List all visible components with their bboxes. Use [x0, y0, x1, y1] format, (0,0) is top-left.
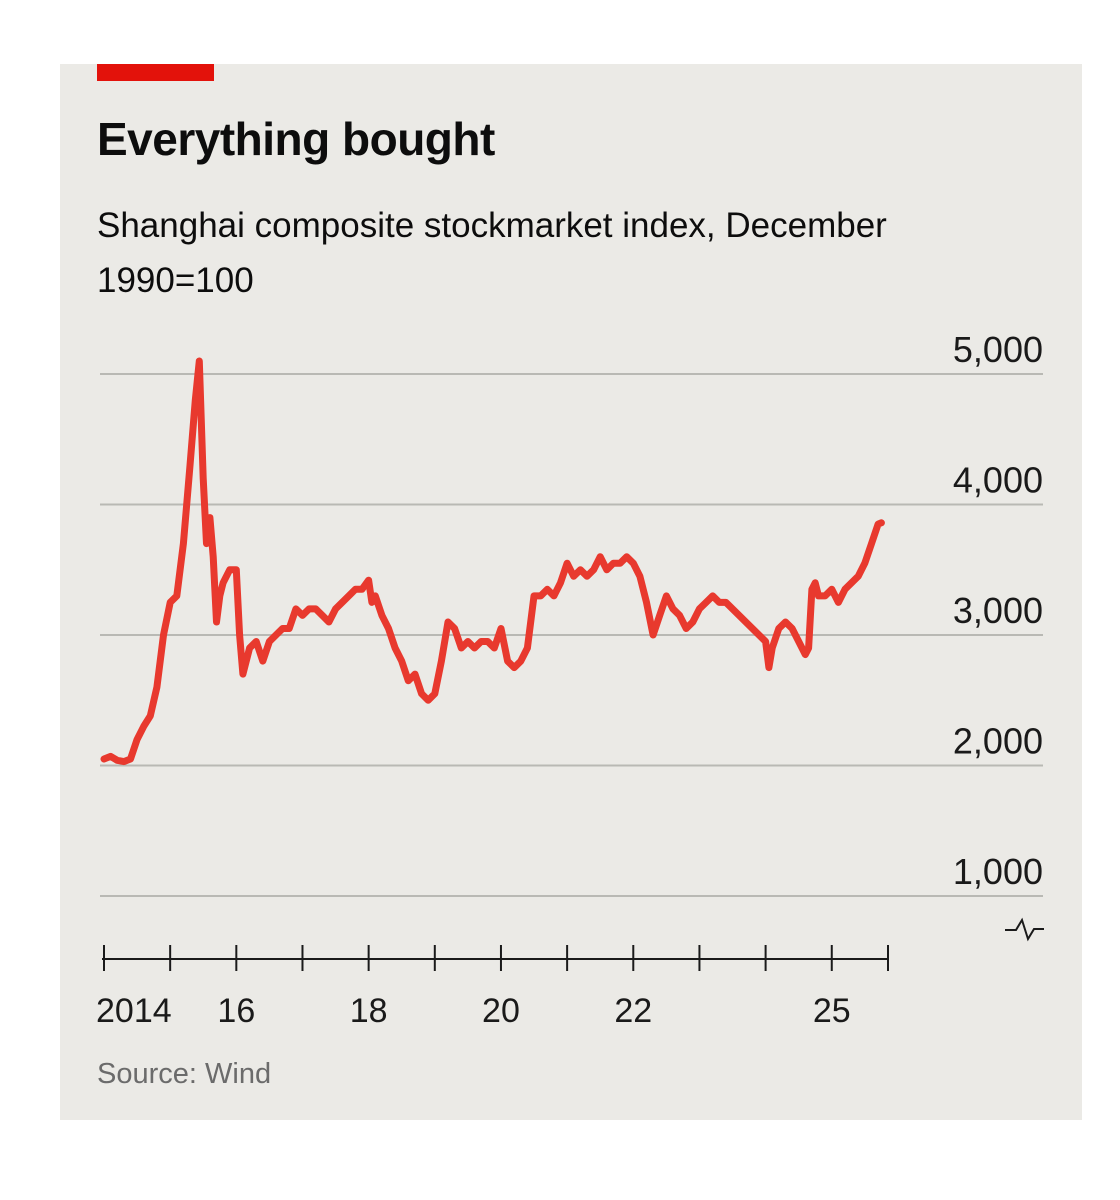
axis-break-icon	[1005, 917, 1044, 942]
y-axis-ticks: 1,000 2,000 3,000 4,000 5,000	[953, 329, 1043, 892]
x-tick-label-2020: 20	[482, 992, 520, 1030]
y-tick-label-2000: 2,000	[953, 721, 1043, 762]
accent-bar	[97, 64, 214, 81]
series-line-path	[100, 357, 885, 766]
gridlines	[100, 373, 1043, 897]
x-tick-label-2018: 18	[350, 992, 388, 1030]
series-line	[100, 357, 885, 766]
line-chart: 1,000 2,000 3,000 4,000 5,000 2014 16 18 20 22 25	[96, 329, 1044, 1030]
y-tick-label-5000: 5,000	[953, 329, 1043, 370]
chart-card: Everything bought Shanghai composite sto…	[60, 64, 1082, 1120]
y-tick-label-1000: 1,000	[953, 851, 1043, 892]
x-tick-label-2014: 2014	[96, 992, 172, 1030]
source-note: Source: Wind	[97, 1058, 272, 1090]
y-tick-label-3000: 3,000	[953, 590, 1043, 631]
y-tick-label-4000: 4,000	[953, 460, 1043, 501]
chart-subtitle: Shanghai composite stockmarket index, De…	[97, 206, 887, 300]
x-tick-label-2022: 22	[614, 992, 652, 1030]
chart-title: Everything bought	[97, 113, 495, 165]
x-tick-label-2016: 16	[217, 992, 255, 1030]
x-tick-label-2025: 25	[813, 992, 851, 1030]
x-axis: 2014 16 18 20 22 25	[96, 945, 889, 1030]
